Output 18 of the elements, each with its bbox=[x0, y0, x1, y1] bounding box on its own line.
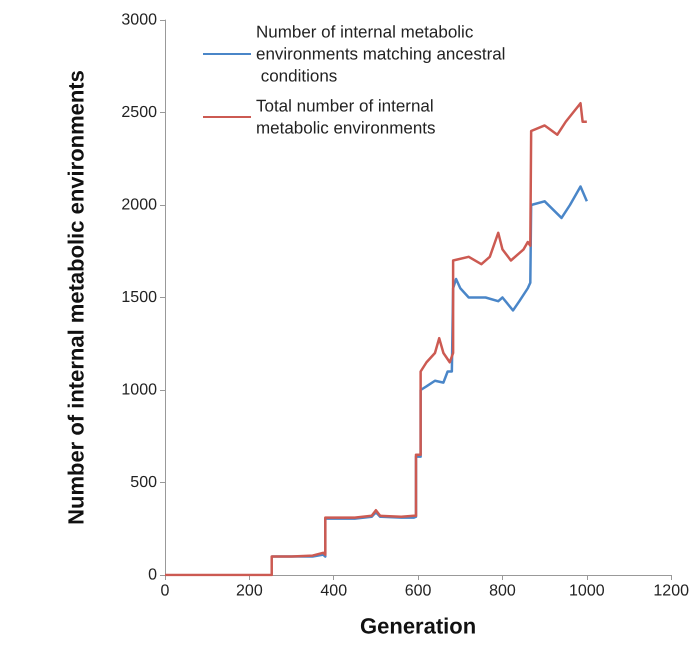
x-tick-label: 1000 bbox=[569, 582, 605, 600]
legend-label: Number of internal metabolic environments matching ancestral conditions bbox=[256, 22, 506, 86]
y-tick-label: 500 bbox=[130, 474, 158, 491]
y-tick-label: 1500 bbox=[121, 289, 158, 306]
y-tick-label: 2000 bbox=[121, 196, 158, 214]
y-tick-label: 3000 bbox=[121, 12, 158, 28]
y-tick-label: 0 bbox=[148, 566, 158, 584]
x-axis-title: Generation bbox=[360, 614, 476, 638]
y-tick-label: 2500 bbox=[121, 104, 158, 121]
x-tick-label: 400 bbox=[320, 582, 348, 600]
x-tick-label: 1200 bbox=[653, 582, 690, 600]
x-tick-label: 800 bbox=[489, 582, 516, 600]
x-tick-label: 200 bbox=[236, 582, 263, 600]
legend-label: Total number of internal metabolic environments bbox=[256, 96, 438, 138]
x-tick-label: 600 bbox=[404, 582, 432, 600]
x-tick-label: 0 bbox=[160, 582, 170, 600]
y-tick-label: 1000 bbox=[121, 382, 158, 398]
y-axis-title: Number of internal metabolic environments bbox=[64, 70, 88, 525]
